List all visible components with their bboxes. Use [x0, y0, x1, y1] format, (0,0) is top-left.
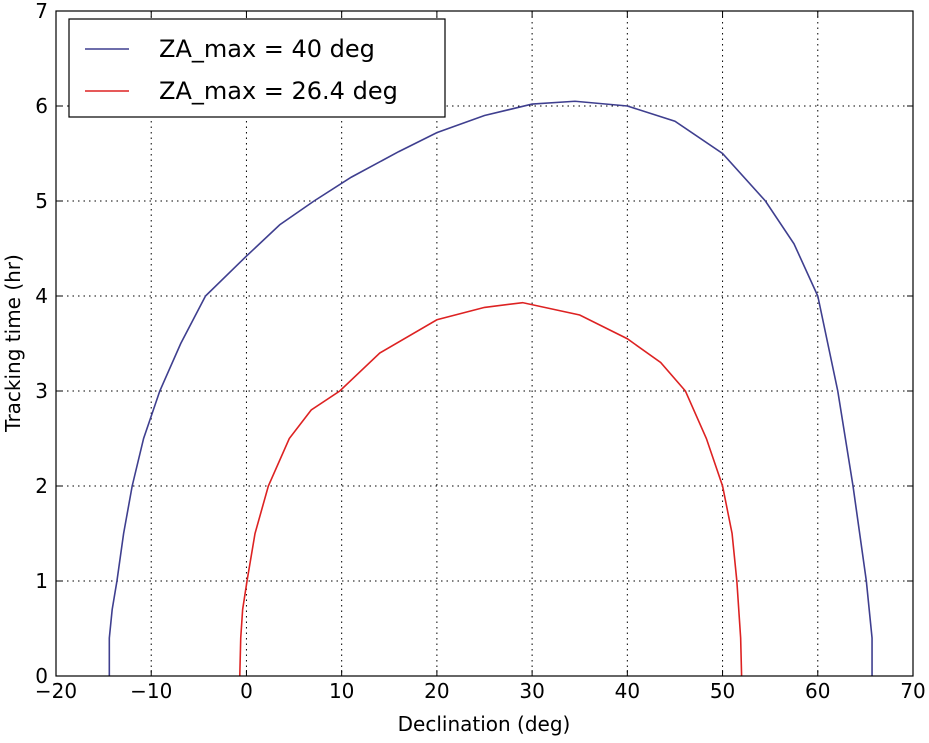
plot-frame [55, 10, 914, 677]
x-tick-label: 60 [805, 679, 830, 703]
y-tick-label: 1 [35, 569, 48, 593]
x-tick-label: 10 [329, 679, 354, 703]
data-line [238, 301, 743, 677]
y-tick-label: 7 [35, 0, 48, 23]
x-tick-label: 40 [615, 679, 640, 703]
y-tick-label: 3 [35, 379, 48, 403]
y-tick-label: 4 [35, 284, 48, 308]
x-tick-label: 0 [240, 679, 253, 703]
x-tick-label: 30 [519, 679, 544, 703]
legend-label: ZA_max = 26.4 deg [159, 77, 398, 105]
y-tick-label: 6 [35, 94, 48, 118]
legend-box [68, 18, 446, 118]
y-tick-label: 5 [35, 189, 48, 213]
x-tick-label: 20 [424, 679, 449, 703]
legend-label: ZA_max = 40 deg [159, 35, 375, 63]
x-axis-label: Declination (deg) [398, 712, 571, 736]
y-axis-label: Tracking time (hr) [1, 254, 25, 433]
data-line [108, 100, 873, 676]
x-tick-label: 50 [710, 679, 735, 703]
y-tick-label: 2 [35, 474, 48, 498]
x-tick-label: −20 [35, 679, 77, 703]
y-tick-label: 0 [35, 664, 48, 688]
x-tick-label: 70 [900, 679, 925, 703]
x-tick-label: −10 [130, 679, 172, 703]
